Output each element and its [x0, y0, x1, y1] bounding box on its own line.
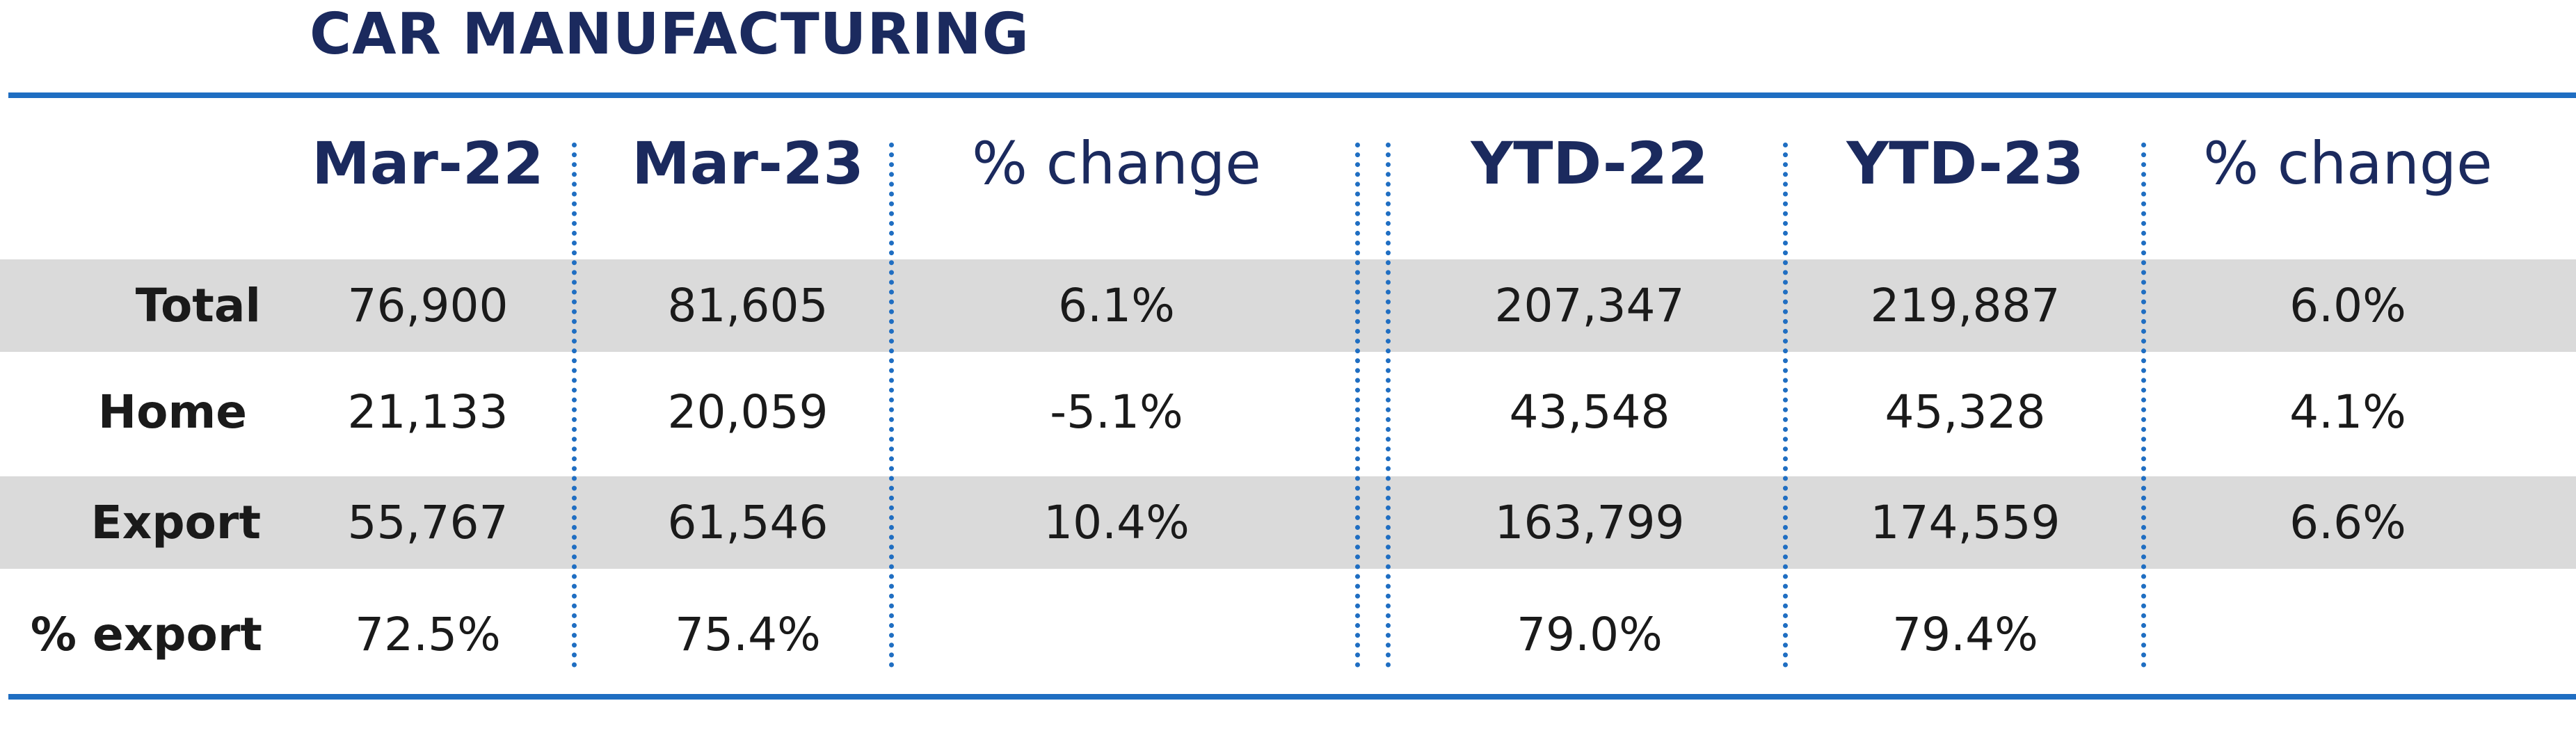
cell-home-pct-change-ytd: 4.1%	[2289, 385, 2406, 439]
cell-pct-export-ytd-22: 79.0%	[1517, 608, 1663, 661]
cell-home-ytd-22: 43,548	[1509, 385, 1670, 439]
column-separator	[889, 143, 894, 668]
cell-export-pct-change-month: 10.4%	[1043, 496, 1190, 549]
header-ytd-23: YTD-23	[1846, 129, 2084, 197]
row-label-export: Export	[90, 496, 261, 549]
cell-pct-export-pct-change-month	[946, 588, 1287, 681]
cell-pct-export-ytd-23: 79.4%	[1892, 608, 2038, 661]
cell-pct-export-pct-change-ytd	[2177, 588, 2518, 681]
table-title: CAR MANUFACTURING	[310, 1, 1030, 67]
cell-total-pct-change-month: 6.1%	[1058, 279, 1175, 332]
column-separator	[1783, 143, 1788, 668]
bottom-rule	[8, 694, 2576, 700]
cell-export-ytd-23: 174,559	[1870, 496, 2061, 549]
top-rule	[8, 92, 2576, 98]
column-separator	[1355, 143, 1360, 668]
cell-total-pct-change-ytd: 6.0%	[2289, 279, 2406, 332]
cell-total-mar-22: 76,900	[347, 279, 509, 332]
header-ytd-22: YTD-22	[1471, 129, 1709, 197]
cell-total-mar-23: 81,605	[667, 279, 829, 332]
cell-home-ytd-23: 45,328	[1885, 385, 2046, 439]
row-shade-export	[0, 476, 2576, 569]
cell-export-mar-23: 61,546	[667, 496, 829, 549]
column-separator	[2141, 143, 2146, 668]
row-shade-total	[0, 259, 2576, 352]
cell-home-pct-change-month: -5.1%	[1050, 385, 1183, 439]
cell-pct-export-mar-23: 75.4%	[675, 608, 821, 661]
column-separator	[572, 143, 577, 668]
cell-export-pct-change-ytd: 6.6%	[2289, 496, 2406, 549]
header-pct-change-month: % change	[972, 129, 1261, 197]
row-label-home: Home	[97, 385, 247, 439]
cell-home-mar-22: 21,133	[347, 385, 509, 439]
cell-total-ytd-22: 207,347	[1494, 279, 1685, 332]
cell-home-mar-23: 20,059	[667, 385, 829, 439]
header-mar-23: Mar-23	[632, 129, 864, 197]
row-label-pct-export: % export	[30, 608, 262, 661]
cell-export-ytd-22: 163,799	[1494, 496, 1685, 549]
header-pct-change-ytd: % change	[2203, 129, 2493, 197]
cell-total-ytd-23: 219,887	[1870, 279, 2061, 332]
column-separator	[1386, 143, 1391, 668]
cell-pct-export-mar-22: 72.5%	[355, 608, 501, 661]
row-label-total: Total	[135, 279, 261, 332]
cell-export-mar-22: 55,767	[347, 496, 509, 549]
header-mar-22: Mar-22	[312, 129, 544, 197]
